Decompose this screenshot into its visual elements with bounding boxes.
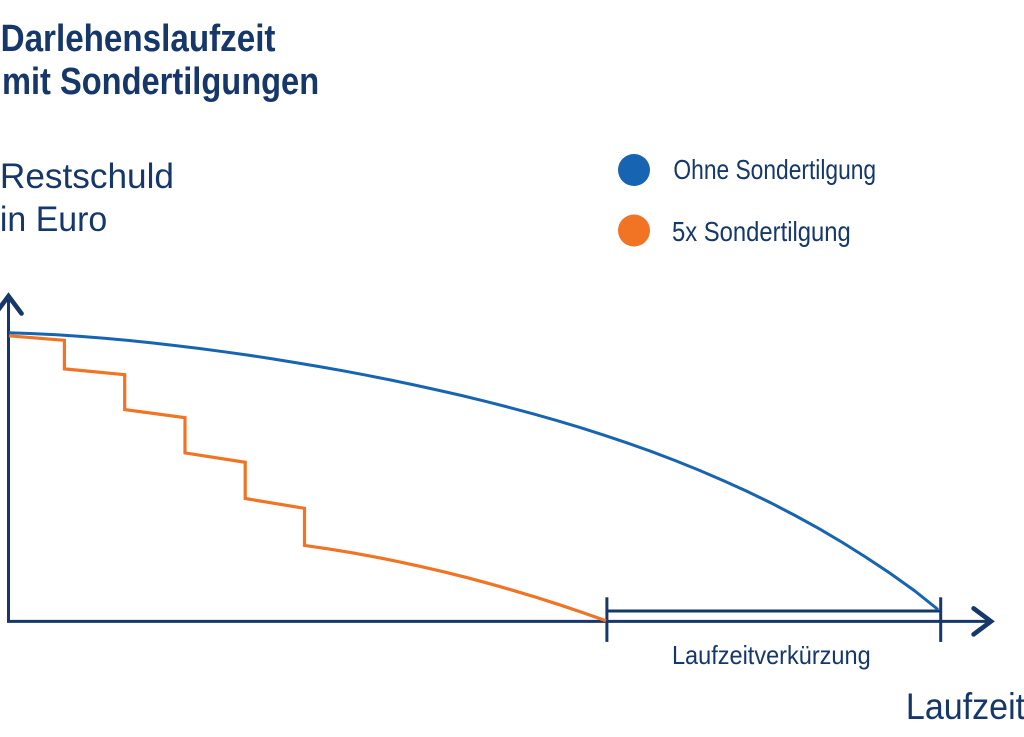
svg-text:Ohne Sondertilgung: Ohne Sondertilgung bbox=[673, 155, 876, 186]
svg-text:Darlehenslaufzeit: Darlehenslaufzeit bbox=[1, 17, 276, 60]
svg-text:Restschuld: Restschuld bbox=[0, 157, 174, 196]
svg-text:5x Sondertilgung: 5x Sondertilgung bbox=[672, 215, 851, 247]
svg-text:in Euro: in Euro bbox=[0, 201, 107, 240]
svg-text:Laufzeit: Laufzeit bbox=[906, 686, 1024, 728]
svg-text:Laufzeitverkürzung: Laufzeitverkürzung bbox=[672, 642, 871, 670]
svg-text:mit Sondertilgungen: mit Sondertilgungen bbox=[2, 60, 319, 103]
